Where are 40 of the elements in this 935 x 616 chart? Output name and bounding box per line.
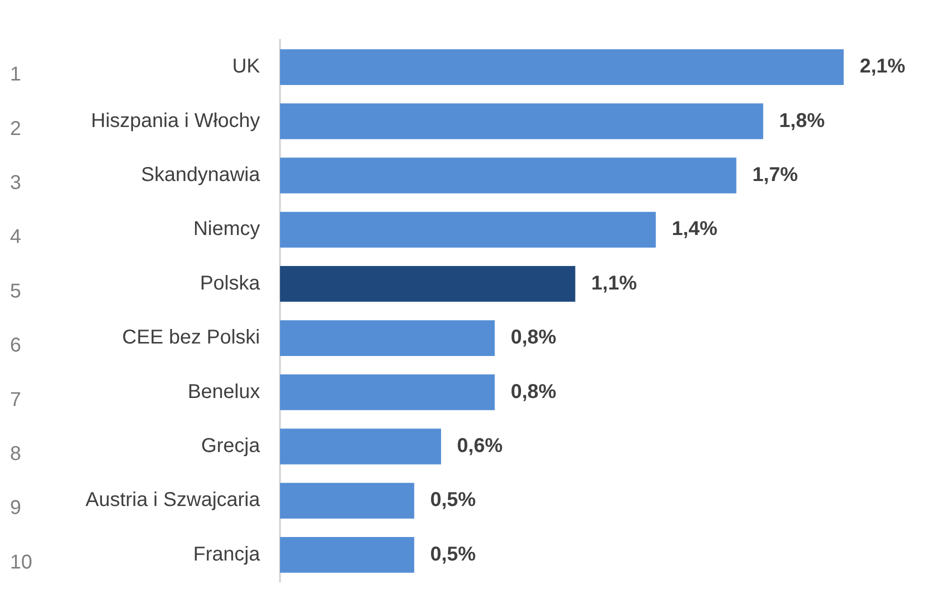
y-tick-label: Francja (193, 543, 261, 566)
data-label: 0,8% (510, 326, 557, 349)
text: 8 (10, 443, 22, 466)
y-tick-label: Skandynawia (141, 164, 261, 186)
text: 5 (10, 280, 22, 302)
text: 2 (10, 118, 22, 140)
text: 7 (10, 388, 22, 411)
bar (280, 49, 844, 85)
data-label: 0,6% (457, 435, 503, 458)
y-tick-label: CEE bez Polski (122, 326, 260, 349)
y-tick-label: Niemcy (193, 218, 260, 240)
data-label: 1,7% (752, 164, 798, 186)
y-tick-label: Grecja (201, 435, 261, 458)
bar (280, 428, 442, 464)
bar (280, 266, 576, 302)
text: 4 (10, 226, 22, 248)
y-tick-label: Hiszpania i Włochy (91, 110, 260, 132)
text: 10 (10, 551, 32, 574)
y-tick-label: Austria i Szwajcaria (85, 489, 261, 512)
y-tick-label: UK (232, 56, 261, 78)
data-label: 1,8% (779, 110, 825, 132)
data-label: 0,5% (430, 543, 476, 566)
data-label: 1,1% (591, 272, 638, 294)
bar (280, 103, 764, 140)
data-label: 1,4% (672, 218, 718, 240)
bar (280, 212, 656, 248)
bar (280, 374, 495, 410)
y-tick-label: Polska (200, 272, 261, 294)
text: 3 (10, 172, 22, 194)
data-label: 0,8% (510, 380, 557, 403)
data-label: 0,5% (430, 489, 476, 512)
text: 9 (10, 497, 22, 520)
text: 6 (10, 334, 22, 357)
bar (280, 537, 414, 573)
text: 1 (10, 64, 22, 86)
bar (280, 320, 495, 356)
bar (280, 158, 736, 194)
bar (280, 482, 414, 519)
y-tick-label: Benelux (188, 380, 260, 403)
data-label: 2,1% (860, 56, 906, 78)
